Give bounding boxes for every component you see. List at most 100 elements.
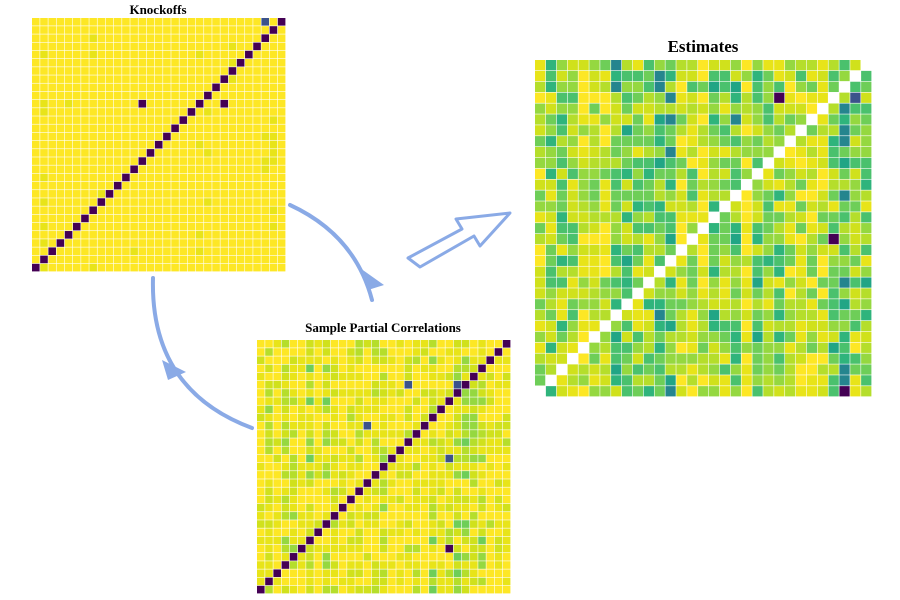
heatmap-cell — [578, 375, 589, 386]
heatmap-cell — [306, 544, 314, 553]
heatmap-cell — [621, 81, 633, 93]
heatmap-cell — [32, 34, 40, 42]
heatmap-cell — [138, 190, 147, 198]
heatmap-cell — [437, 389, 445, 397]
heatmap-cell — [330, 544, 339, 553]
heatmap-cell — [752, 277, 763, 288]
heatmap-cell — [195, 231, 204, 239]
heatmap-cell — [453, 585, 462, 594]
heatmap-cell — [371, 421, 380, 430]
heatmap-cell — [187, 34, 196, 42]
heatmap-cell — [163, 116, 171, 124]
heatmap-cell — [589, 386, 600, 397]
heatmap-cell — [632, 299, 644, 310]
heatmap-cell — [687, 125, 698, 136]
heatmap-cell — [665, 60, 676, 71]
heatmap-cell — [412, 512, 421, 520]
heatmap-cell — [774, 331, 785, 343]
heatmap-cell — [445, 577, 454, 586]
heatmap-cell — [97, 58, 106, 67]
heatmap-cell — [632, 320, 644, 332]
heatmap-cell — [817, 168, 828, 179]
heatmap-cell — [265, 528, 273, 537]
heatmap-cell — [212, 34, 220, 42]
heatmap-cell — [567, 288, 578, 299]
heatmap-cell — [665, 212, 676, 223]
heatmap-cell — [379, 553, 388, 561]
heatmap-cell — [97, 231, 106, 239]
heatmap-cell — [698, 212, 709, 223]
heatmap-cell — [494, 372, 503, 381]
heatmap-cell — [187, 140, 196, 149]
heatmap-cell — [97, 190, 106, 198]
heatmap-cell — [306, 372, 314, 381]
heatmap-cell — [535, 277, 546, 288]
heatmap-cell — [122, 206, 130, 215]
heatmap-cell — [470, 340, 478, 348]
heatmap-cell — [105, 50, 114, 59]
heatmap-cell — [179, 255, 188, 264]
heatmap-cell — [113, 99, 122, 108]
heatmap-cell — [379, 585, 388, 594]
heatmap-cell — [741, 212, 752, 223]
heatmap-cell — [429, 405, 437, 414]
heatmap-cell — [730, 114, 741, 125]
heatmap-cell — [470, 462, 478, 471]
heatmap-cell — [687, 201, 698, 212]
heatmap-cell — [567, 81, 578, 93]
heatmap-cell — [545, 92, 557, 103]
heatmap-cell — [322, 438, 331, 446]
heatmap-cell — [171, 247, 179, 256]
heatmap-cell — [187, 116, 196, 124]
heatmap-cell — [850, 125, 861, 136]
heatmap-cell — [741, 168, 752, 179]
heatmap-cell — [388, 430, 396, 438]
heatmap-cell — [338, 471, 347, 479]
heatmap-cell — [556, 299, 568, 310]
heatmap-cell — [220, 42, 229, 51]
heatmap-cell — [839, 92, 850, 103]
heatmap-cell — [404, 471, 413, 479]
heatmap-cell — [676, 125, 687, 136]
heatmap-cell — [81, 263, 89, 272]
heatmap-cell — [752, 299, 763, 310]
heatmap-cell — [687, 233, 698, 245]
heatmap-cell — [171, 190, 179, 198]
heatmap-cell — [632, 310, 644, 321]
heatmap-cell — [453, 512, 462, 520]
heatmap-cell — [654, 146, 665, 158]
heatmap-cell — [600, 60, 611, 71]
heatmap-cell — [306, 364, 314, 373]
heatmap-cell — [545, 310, 557, 321]
heatmap-cell — [113, 198, 122, 206]
heatmap-cell — [861, 70, 872, 82]
heatmap-cell — [277, 165, 286, 174]
heatmap-cell — [322, 585, 331, 594]
heatmap-cell — [578, 201, 589, 212]
heatmap-cell — [138, 222, 147, 231]
heatmap-cell — [122, 157, 130, 165]
heatmap-cell — [396, 569, 404, 578]
heatmap-cell — [795, 92, 807, 103]
heatmap-cell — [179, 18, 188, 26]
heatmap-cell — [687, 136, 698, 147]
heatmap-cell — [643, 146, 654, 158]
heatmap-cell — [122, 140, 130, 149]
heatmap-cell — [347, 512, 355, 520]
heatmap-cell — [470, 569, 478, 578]
heatmap-cell — [437, 340, 445, 348]
heatmap-cell — [621, 375, 633, 386]
heatmap-cell — [338, 561, 347, 569]
heatmap-cell — [785, 375, 796, 386]
heatmap-cell — [289, 438, 298, 446]
heatmap-cell — [600, 353, 611, 364]
heatmap-cell — [839, 60, 850, 71]
heatmap-cell — [204, 157, 212, 165]
heatmap-cell — [371, 340, 380, 348]
heatmap-cell — [404, 413, 413, 422]
heatmap-cell — [567, 342, 578, 353]
heatmap-cell — [269, 239, 278, 247]
heatmap-cell — [687, 168, 698, 179]
heatmap-cell — [257, 536, 265, 545]
heatmap-cell — [363, 438, 372, 446]
